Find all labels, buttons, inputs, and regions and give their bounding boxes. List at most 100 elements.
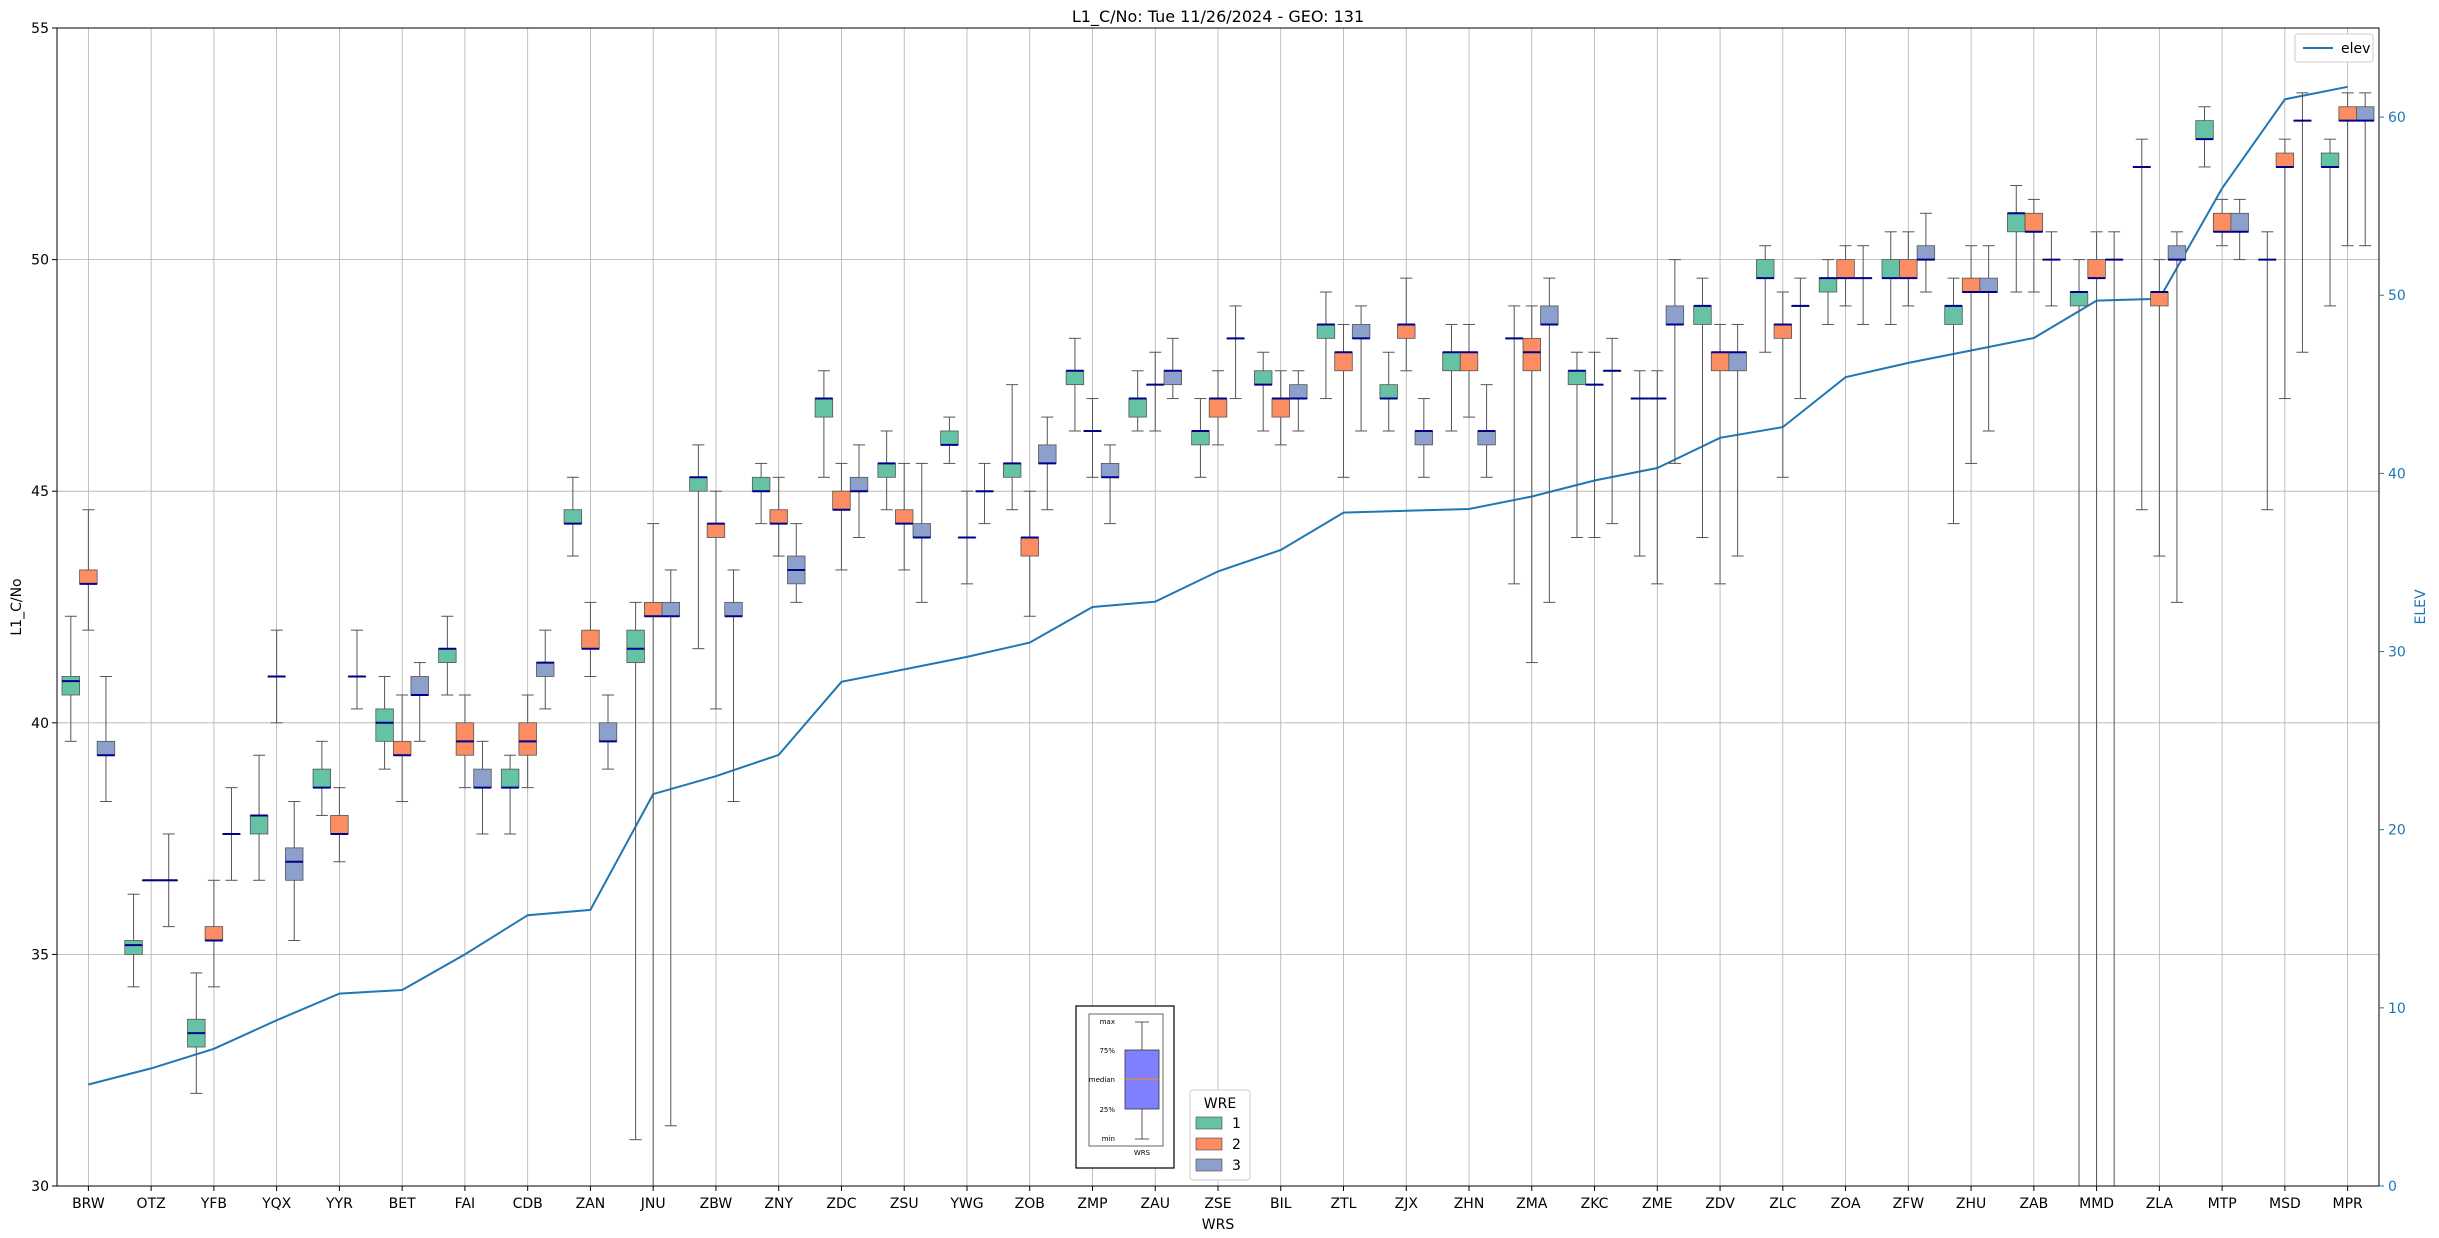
- x-tick-label: ZOA: [1831, 1196, 1861, 1212]
- key-label-median: median: [1089, 1076, 1115, 1084]
- y-tick-label: 35: [31, 947, 49, 963]
- box-wre-3: [347, 629, 367, 710]
- iqr-box: [598, 722, 618, 742]
- box-wre-3: [1163, 337, 1183, 400]
- box-wre-2: [330, 787, 349, 863]
- iqr-box: [204, 926, 224, 941]
- box-wre-3: [1414, 398, 1434, 478]
- iqr-box: [2007, 212, 2026, 233]
- y2-tick-label: 10: [2388, 1001, 2406, 1017]
- box-wre-2: [832, 462, 851, 571]
- box-wre-2: [1459, 323, 1479, 418]
- box-wre-1: [751, 462, 771, 525]
- y2-tick-label: 0: [2388, 1179, 2397, 1195]
- x-tick-label: YYR: [325, 1196, 353, 1212]
- x-tick-label: ZNY: [764, 1196, 793, 1212]
- x-tick-label: ZLA: [2146, 1196, 2174, 1212]
- box-wre-2: [267, 629, 286, 724]
- box-wre-1: [1756, 245, 1775, 353]
- box-wre-3: [724, 569, 743, 803]
- x-tick-label: ZSU: [890, 1196, 919, 1212]
- box-wre-1: [2195, 106, 2214, 168]
- box-wre-1: [1442, 323, 1461, 432]
- iqr-box: [1002, 463, 1022, 478]
- box-wre-3: [598, 694, 618, 770]
- x-tick-label: MMD: [2079, 1196, 2114, 1212]
- box-wre-2: [2024, 198, 2044, 293]
- box-wre-2: [1083, 398, 1102, 478]
- wre-legend: WRE 1 2 3: [1189, 1089, 1251, 1181]
- box-wre-3: [1038, 416, 1057, 511]
- box-wre-3: [2356, 92, 2375, 247]
- iqr-box: [1522, 337, 1541, 372]
- iqr-box: [438, 648, 457, 663]
- wre-label-3: 3: [1232, 1158, 1241, 1174]
- iqr-box: [1038, 444, 1057, 464]
- wre-legend-title: WRE: [1204, 1096, 1236, 1112]
- x-tick-label: ZTL: [1331, 1196, 1357, 1212]
- iqr-box: [518, 722, 537, 756]
- x-tick-label: ZSE: [1204, 1196, 1231, 1212]
- iqr-box: [912, 523, 931, 538]
- iqr-box: [1334, 351, 1353, 372]
- box-wre-3: [975, 462, 994, 525]
- x-tick-label: YWG: [949, 1196, 983, 1212]
- iqr-box: [473, 768, 492, 789]
- x-tick-label: YFB: [200, 1196, 227, 1212]
- iqr-box: [661, 601, 680, 617]
- box-wre-1: [2258, 231, 2277, 511]
- iqr-box: [1271, 398, 1290, 418]
- x-tick-label: MPR: [2332, 1196, 2363, 1212]
- x-tick-label: OTZ: [137, 1196, 166, 1212]
- box-wre-1: [1191, 398, 1210, 478]
- iqr-box: [124, 940, 143, 955]
- iqr-box: [1818, 277, 1838, 293]
- box-wre-3: [849, 444, 869, 539]
- y2-tick-label: 60: [2388, 110, 2406, 126]
- box-wre-2: [141, 879, 161, 882]
- iqr-box: [1351, 324, 1371, 339]
- box-wre-2: [1397, 277, 1416, 372]
- box-wre-2: [204, 879, 224, 988]
- key-label-q3: 75%: [1099, 1047, 1115, 1055]
- box-wre-3: [661, 569, 680, 1127]
- iqr-box: [769, 509, 788, 525]
- box-wre-1: [438, 615, 457, 696]
- key-inset-axes: [1088, 1013, 1164, 1147]
- x-tick-label: ZOB: [1015, 1196, 1045, 1212]
- iqr-box: [1693, 305, 1712, 325]
- x-tick-label: MTP: [2208, 1196, 2237, 1212]
- x-ticks: BRW OTZ YFB YQX YYR BET FAI CDB ZAN JNU ZBW ZNY ZDC Z…: [72, 1186, 2363, 1212]
- iqr-box: [1442, 351, 1461, 372]
- box-wre-3: [1665, 259, 1685, 464]
- x-tick-label: ZDV: [1705, 1196, 1735, 1212]
- iqr-box: [61, 676, 80, 696]
- iqr-box: [375, 708, 394, 742]
- box-wre-3: [222, 787, 241, 881]
- x-tick-label: BET: [389, 1196, 416, 1212]
- iqr-box: [895, 509, 914, 525]
- x-tick-label: ZHN: [1454, 1196, 1485, 1212]
- x-tick-label: ZJX: [1395, 1196, 1419, 1212]
- iqr-box: [626, 629, 645, 663]
- y2-ticks: 0 10 20 30 40 50 60: [2379, 110, 2406, 1195]
- iqr-box: [644, 601, 663, 617]
- iqr-box: [1540, 305, 1559, 325]
- box-wre-2: [2338, 92, 2357, 247]
- box-wre-2: [2150, 259, 2169, 557]
- box-wre-2: [1836, 245, 1855, 307]
- elev-legend: elev: [2294, 33, 2374, 63]
- iqr-box: [1756, 259, 1775, 279]
- iqr-box: [814, 398, 834, 418]
- elev-legend-label: elev: [2341, 41, 2370, 57]
- box-wre-1: [1128, 370, 1147, 432]
- iqr-box: [1208, 398, 1228, 418]
- key-label-q1: 25%: [1099, 1106, 1115, 1114]
- x-axis-label: WRS: [1202, 1217, 1235, 1233]
- iqr-box: [1191, 430, 1210, 446]
- box-wre-3: [2042, 231, 2061, 307]
- y2-tick-label: 40: [2388, 466, 2406, 482]
- x-tick-label: ZDC: [826, 1196, 856, 1212]
- box-wre-3: [96, 675, 116, 803]
